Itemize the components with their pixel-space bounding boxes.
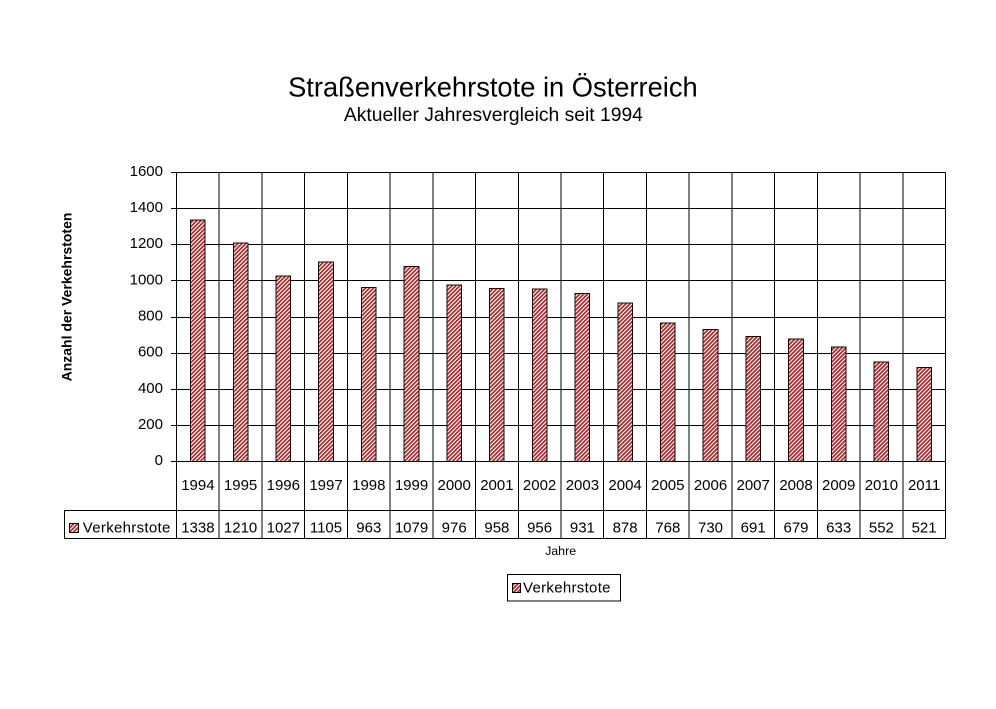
- svg-text:931: 931: [570, 520, 595, 537]
- svg-text:600: 600: [138, 344, 163, 361]
- svg-text:768: 768: [655, 520, 680, 537]
- svg-text:2010: 2010: [865, 477, 898, 494]
- svg-text:2008: 2008: [779, 477, 812, 494]
- svg-text:1996: 1996: [267, 477, 300, 494]
- svg-text:958: 958: [484, 520, 509, 537]
- svg-text:400: 400: [138, 380, 163, 397]
- svg-text:1210: 1210: [224, 520, 257, 537]
- svg-text:2011: 2011: [908, 477, 940, 494]
- svg-text:2007: 2007: [737, 477, 770, 494]
- svg-text:2001: 2001: [480, 477, 513, 494]
- svg-text:956: 956: [527, 520, 552, 537]
- svg-text:1998: 1998: [352, 477, 385, 494]
- svg-text:2000: 2000: [438, 477, 471, 494]
- svg-text:1600: 1600: [130, 163, 163, 180]
- svg-text:1997: 1997: [309, 477, 342, 494]
- svg-text:2005: 2005: [651, 477, 684, 494]
- svg-text:1400: 1400: [130, 199, 163, 216]
- svg-text:691: 691: [741, 520, 766, 537]
- svg-text:2006: 2006: [694, 477, 727, 494]
- svg-text:1027: 1027: [267, 520, 300, 537]
- svg-text:976: 976: [442, 520, 467, 537]
- svg-text:552: 552: [869, 520, 894, 537]
- svg-text:2004: 2004: [608, 477, 641, 494]
- svg-text:1079: 1079: [395, 520, 428, 537]
- svg-text:1200: 1200: [130, 235, 163, 252]
- svg-text:Verkehrstote: Verkehrstote: [523, 580, 611, 597]
- svg-text:Verkehrstote: Verkehrstote: [83, 520, 171, 537]
- svg-text:Straßenverkehrstote in Österre: Straßenverkehrstote in Österreich: [288, 71, 698, 102]
- svg-text:633: 633: [826, 520, 851, 537]
- svg-text:1995: 1995: [224, 477, 257, 494]
- svg-text:Aktueller Jahresvergleich seit: Aktueller Jahresvergleich seit 1994: [344, 105, 643, 126]
- svg-text:963: 963: [356, 520, 381, 537]
- svg-text:Jahre: Jahre: [545, 544, 576, 558]
- svg-text:0: 0: [155, 452, 163, 469]
- svg-text:2003: 2003: [566, 477, 599, 494]
- svg-text:1105: 1105: [310, 520, 342, 537]
- svg-text:2002: 2002: [523, 477, 556, 494]
- svg-text:2009: 2009: [822, 477, 855, 494]
- svg-text:800: 800: [138, 308, 163, 325]
- svg-text:521: 521: [912, 520, 937, 537]
- svg-text:Anzahl der Verkehrstoten: Anzahl der Verkehrstoten: [59, 213, 75, 382]
- svg-text:1994: 1994: [181, 477, 214, 494]
- svg-text:878: 878: [613, 520, 638, 537]
- svg-text:1999: 1999: [395, 477, 428, 494]
- svg-text:1338: 1338: [181, 520, 214, 537]
- svg-text:679: 679: [783, 520, 808, 537]
- svg-text:730: 730: [698, 520, 723, 537]
- svg-text:200: 200: [138, 416, 163, 433]
- svg-text:1000: 1000: [130, 271, 163, 288]
